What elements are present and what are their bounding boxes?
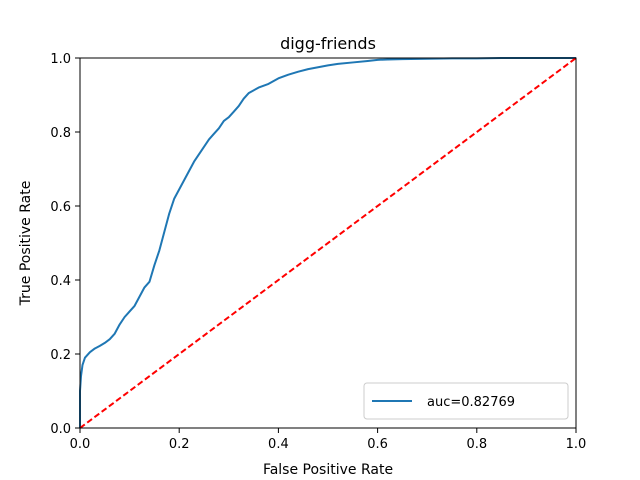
x-tick-label: 1.0 (566, 437, 587, 452)
roc-curve-line (79, 57, 576, 428)
plot-area (79, 57, 577, 429)
legend-box (363, 382, 569, 420)
y-tick-label: 0.2 (50, 348, 71, 363)
y-axis-ticks: 0.0 0.2 0.4 0.6 0.8 1.0 (50, 52, 80, 437)
y-tick-label: 0.4 (50, 274, 71, 289)
x-tick-label: 0.6 (367, 437, 388, 452)
x-axis-label: False Positive Rate (263, 462, 393, 478)
y-tick-label: 0.0 (50, 422, 71, 437)
legend-label: auc=0.82769 (427, 395, 515, 410)
x-tick-label: 0.4 (268, 437, 289, 452)
series-layer (79, 57, 577, 429)
x-tick-label: 0.0 (70, 437, 91, 452)
legend: auc=0.82769 (363, 382, 569, 420)
chart-title: digg-friends (280, 34, 376, 53)
y-tick-label: 0.8 (50, 126, 71, 141)
x-tick-label: 0.8 (466, 437, 487, 452)
y-tick-label: 0.6 (50, 200, 71, 215)
y-tick-label: 1.0 (50, 52, 71, 67)
chance-diagonal-line (79, 57, 577, 429)
plot-frame (79, 57, 577, 429)
x-axis-ticks: 0.0 0.2 0.4 0.6 0.8 1.0 (70, 428, 587, 452)
x-tick-label: 0.2 (169, 437, 190, 452)
y-axis-label: True Positive Rate (18, 181, 34, 307)
